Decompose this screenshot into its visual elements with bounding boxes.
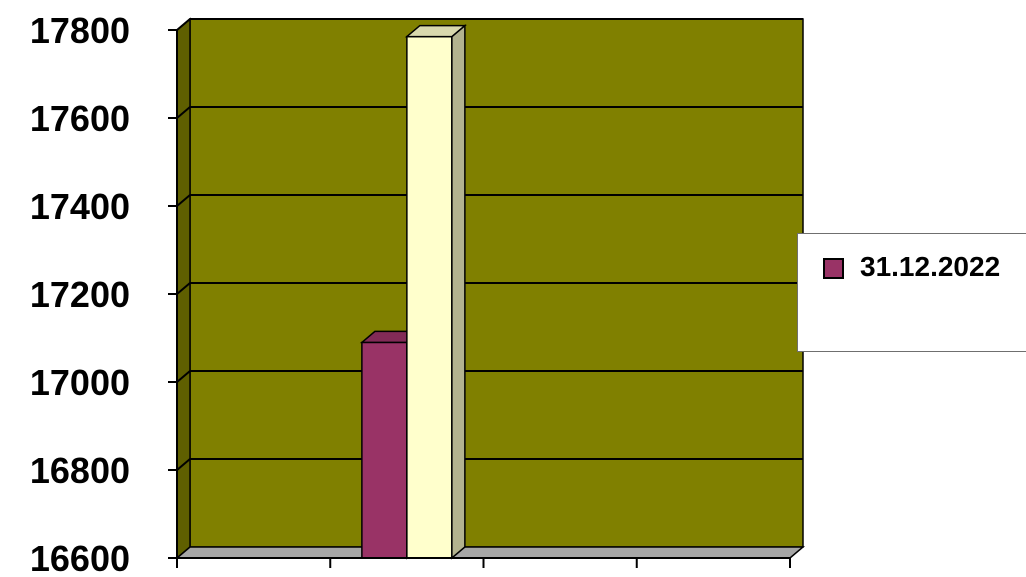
y-tick-label: 17200 [30, 274, 130, 315]
gridline [176, 18, 803, 31]
bar-front [406, 35, 453, 559]
gridline [176, 458, 803, 471]
y-tick-labels: 16600 16800 17000 17200 17400 17600 17800 [30, 10, 130, 577]
legend-label: 31.12.2022 [860, 251, 1001, 282]
bar-front [361, 341, 408, 559]
gridline [176, 194, 803, 207]
y-tick-label: 17800 [30, 10, 130, 51]
y-tick-label: 17600 [30, 98, 130, 139]
bars [359, 23, 467, 560]
gridline [176, 282, 803, 295]
gridlines [176, 18, 803, 471]
floor [174, 546, 806, 559]
legend-swatch [823, 258, 844, 279]
axes [168, 29, 791, 568]
bar-top [404, 24, 467, 38]
y-tick-label: 16800 [30, 450, 130, 491]
gridline [176, 106, 803, 119]
y-tick-label: 16600 [30, 538, 130, 577]
chart-walls [174, 17, 806, 560]
y-tick-label: 17400 [30, 186, 130, 227]
legend: 31.12.2022 [797, 233, 1026, 352]
y-tick-label: 17000 [30, 362, 130, 403]
bar-side [451, 23, 466, 560]
gridline [176, 370, 803, 383]
bar [404, 23, 467, 560]
